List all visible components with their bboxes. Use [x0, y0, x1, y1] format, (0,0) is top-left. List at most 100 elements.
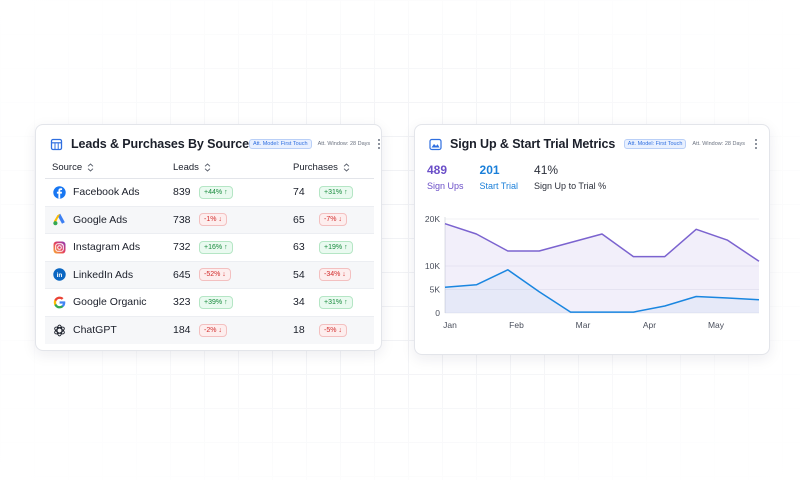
sort-icon: [204, 162, 211, 172]
leads-change-badge: -52% ↓: [199, 268, 231, 282]
table-row[interactable]: ChatGPT 184 -2% ↓ 18 -5% ↓: [45, 316, 374, 344]
arrow-up-icon: ↑: [224, 188, 228, 196]
y-tick-label: 20K: [425, 214, 440, 224]
table-icon: [50, 138, 63, 151]
attribution-model-badge[interactable]: Att. Model: First Touch: [248, 139, 312, 149]
table-row[interactable]: Google Organic 323 +39% ↑ 34 +31% ↑: [45, 289, 374, 317]
sources-table: Source Leads Purchases: [45, 156, 374, 344]
attribution-window-label: Att. Window: 28 Days: [317, 141, 371, 147]
purchases-change-badge: -7% ↓: [319, 213, 347, 227]
purchases-header-label: Purchases: [293, 161, 338, 173]
series-area: [445, 269, 759, 313]
leads-cell: 645 -52% ↓: [165, 268, 285, 282]
source-cell: ChatGPT: [45, 324, 165, 337]
purchases-value: 63: [293, 241, 305, 254]
source-cell: Google Organic: [45, 296, 165, 309]
purchases-value: 18: [293, 324, 305, 337]
source-header-label: Source: [52, 161, 83, 173]
leads-card-header: Leads & Purchases By Source Att. Model: …: [50, 135, 381, 153]
source-label: Facebook Ads: [73, 186, 140, 199]
source-label: LinkedIn Ads: [73, 268, 134, 281]
purchases-cell: 65 -7% ↓: [285, 213, 374, 227]
more-options-icon[interactable]: [378, 138, 381, 150]
arrow-down-icon: ↓: [338, 216, 342, 224]
purchases-change-badge: +19% ↑: [319, 240, 353, 254]
purchases-change-badge: -5% ↓: [319, 323, 347, 337]
purchases-value: 54: [293, 268, 305, 281]
source-column-header[interactable]: Source: [45, 162, 165, 173]
arrow-up-icon: ↑: [224, 298, 228, 306]
x-tick-label: Feb: [509, 320, 524, 330]
leads-change-badge: -1% ↓: [199, 213, 227, 227]
trial-label: Start Trial: [479, 181, 519, 191]
facebook-icon: [53, 186, 66, 199]
y-tick-label: 0: [435, 308, 440, 318]
leads-column-header[interactable]: Leads: [165, 162, 285, 173]
purchases-change-badge: +31% ↑: [319, 185, 353, 199]
leads-value: 184: [173, 324, 191, 337]
table-row[interactable]: Instagram Ads 732 +16% ↑ 63 +19% ↑: [45, 234, 374, 262]
purchases-column-header[interactable]: Purchases: [285, 162, 374, 173]
more-options-icon[interactable]: [753, 138, 759, 150]
leads-change-badge: +39% ↑: [199, 295, 233, 309]
purchases-cell: 18 -5% ↓: [285, 323, 374, 337]
arrow-up-icon: ↑: [344, 243, 348, 251]
source-label: Google Ads: [73, 213, 128, 226]
purchases-value: 65: [293, 213, 305, 226]
purchases-cell: 34 +31% ↑: [285, 295, 374, 309]
trial-value: 201: [479, 163, 500, 177]
arrow-down-icon: ↓: [222, 271, 226, 279]
purchases-change-badge: -34% ↓: [319, 268, 351, 282]
purchases-cell: 74 +31% ↑: [285, 185, 374, 199]
source-cell: Instagram Ads: [45, 241, 165, 254]
leads-value: 738: [173, 213, 191, 226]
arrow-down-icon: ↓: [218, 326, 222, 334]
signups-label: Sign Ups: [427, 181, 464, 191]
metrics-summary: 489 Sign Ups 201 Start Trial 41% Sign Up…: [427, 163, 622, 191]
source-label: Instagram Ads: [73, 241, 141, 254]
arrow-down-icon: ↓: [342, 271, 346, 279]
trial-metric: 201 Start Trial: [480, 163, 519, 191]
purchases-change-badge: +31% ↑: [319, 295, 353, 309]
attribution-window-label: Att. Window: 28 Days: [692, 141, 745, 147]
arrow-up-icon: ↑: [344, 298, 348, 306]
signups-value: 489: [427, 163, 448, 177]
leads-change-badge: -2% ↓: [199, 323, 227, 337]
leads-change-badge: +44% ↑: [199, 185, 233, 199]
arrow-up-icon: ↑: [224, 243, 228, 251]
leads-purchases-card: Leads & Purchases By Source Att. Model: …: [35, 124, 382, 351]
leads-value: 732: [173, 241, 191, 254]
signup-card-header: Sign Up & Start Trial Metrics Att. Model…: [429, 135, 759, 153]
chart-image-icon: [429, 138, 442, 151]
source-cell: Facebook Ads: [45, 186, 165, 199]
leads-value: 839: [173, 186, 191, 199]
leads-change-badge: +16% ↑: [199, 240, 233, 254]
leads-card-title: Leads & Purchases By Source: [71, 137, 249, 151]
sort-icon: [343, 162, 350, 172]
source-label: ChatGPT: [73, 324, 117, 337]
x-tick-label: Jan: [443, 320, 457, 330]
google-icon: [53, 296, 66, 309]
purchases-value: 74: [293, 186, 305, 199]
arrow-up-icon: ↑: [344, 188, 348, 196]
leads-value: 645: [173, 268, 191, 281]
y-tick-label: 10K: [425, 261, 440, 271]
google-ads-icon: [53, 213, 66, 226]
table-header: Source Leads Purchases: [45, 156, 374, 179]
attribution-model-badge[interactable]: Att. Model: First Touch: [623, 139, 687, 149]
x-tick-label: Mar: [576, 320, 591, 330]
x-tick-label: May: [708, 320, 725, 330]
table-row[interactable]: Google Ads 738 -1% ↓ 65 -7% ↓: [45, 206, 374, 234]
chatgpt-icon: [53, 324, 66, 337]
signups-metric: 489 Sign Ups: [427, 163, 464, 191]
trial-series-line: [444, 269, 760, 313]
y-tick-label: 5K: [430, 285, 441, 295]
arrow-down-icon: ↓: [218, 216, 222, 224]
sort-icon: [87, 162, 94, 172]
table-row[interactable]: in LinkedIn Ads 645 -52% ↓ 54 -34% ↓: [45, 261, 374, 289]
source-cell: in LinkedIn Ads: [45, 268, 165, 281]
conversion-label: Sign Up to Trial %: [534, 181, 607, 191]
leads-value: 323: [173, 296, 191, 309]
table-row[interactable]: Facebook Ads 839 +44% ↑ 74 +31% ↑: [45, 179, 374, 207]
source-label: Google Organic: [73, 296, 147, 309]
